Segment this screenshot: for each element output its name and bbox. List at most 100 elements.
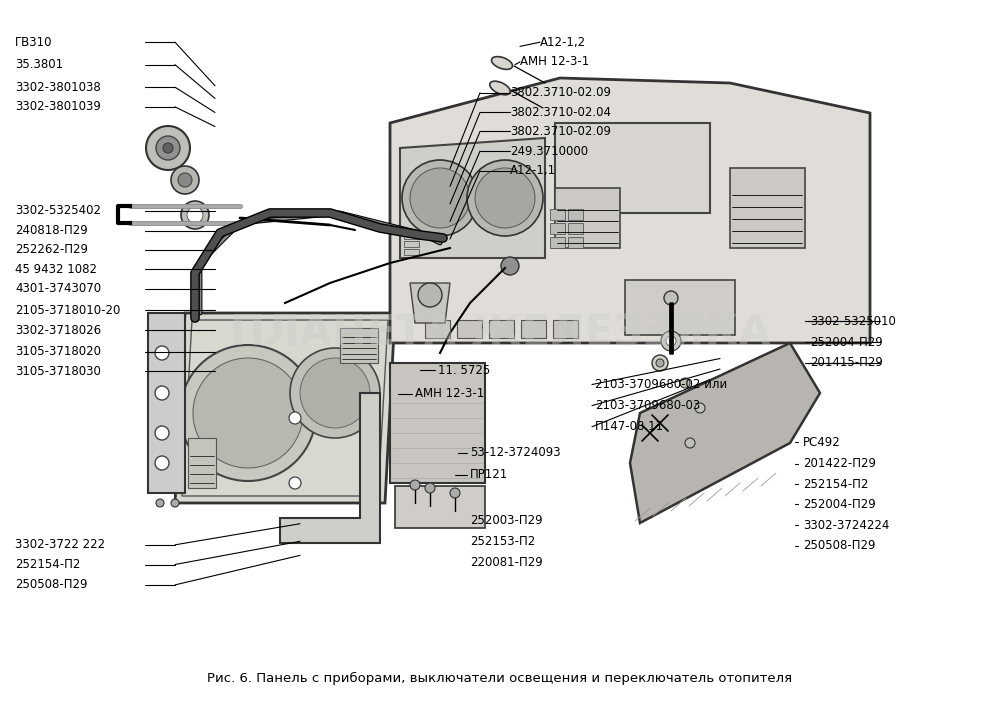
Circle shape [156, 136, 180, 160]
Text: 2103-3709680-03: 2103-3709680-03 [595, 399, 700, 412]
Bar [553, 320, 578, 338]
Text: 3105-3718020: 3105-3718020 [15, 345, 101, 358]
Bar [390, 363, 485, 483]
Polygon shape [410, 283, 450, 323]
Text: 3302-3724224: 3302-3724224 [803, 519, 889, 531]
Text: 3105-3718030: 3105-3718030 [15, 365, 101, 378]
Text: 252003-П29: 252003-П29 [470, 514, 543, 527]
Text: 2103-3709680-02 или: 2103-3709680-02 или [595, 378, 727, 391]
Bar [457, 320, 482, 338]
Circle shape [155, 426, 169, 440]
Bar [568, 223, 583, 234]
Ellipse shape [490, 81, 510, 95]
Bar [340, 328, 378, 363]
Circle shape [289, 412, 301, 424]
Circle shape [664, 291, 678, 305]
Bar [395, 486, 485, 528]
Circle shape [666, 336, 676, 346]
Polygon shape [390, 78, 870, 343]
Text: Рис. 6. Панель с приборами, выключатели освещения и переключатель отопителя: Рис. 6. Панель с приборами, выключатели … [207, 671, 793, 685]
Text: 3802.3710-02.09: 3802.3710-02.09 [510, 125, 611, 138]
Text: АМН 12-3-1: АМН 12-3-1 [520, 56, 589, 68]
Polygon shape [400, 138, 545, 258]
Polygon shape [175, 313, 395, 503]
Bar [550, 209, 565, 220]
Bar [404, 233, 419, 239]
Text: ГВ310: ГВ310 [15, 36, 52, 49]
Circle shape [418, 283, 442, 307]
Circle shape [450, 488, 460, 498]
Bar [568, 237, 583, 248]
Text: 3302-5325010: 3302-5325010 [810, 315, 896, 328]
Circle shape [695, 403, 705, 413]
Bar [550, 223, 565, 234]
Bar [404, 241, 419, 247]
Bar [550, 237, 565, 248]
Bar [521, 320, 546, 338]
Text: 250508-П29: 250508-П29 [803, 539, 876, 552]
Circle shape [155, 456, 169, 470]
Circle shape [193, 358, 303, 468]
Circle shape [155, 346, 169, 360]
Circle shape [680, 378, 690, 388]
Text: 252154-П2: 252154-П2 [803, 478, 868, 491]
Circle shape [410, 480, 420, 490]
Text: 201415-П29: 201415-П29 [810, 356, 883, 369]
Text: 3302-3722 222: 3302-3722 222 [15, 538, 105, 551]
Bar [730, 168, 805, 248]
Circle shape [661, 331, 681, 351]
Text: 4301-3743070: 4301-3743070 [15, 283, 101, 295]
Text: 3802.3710-02.09: 3802.3710-02.09 [510, 86, 611, 99]
Text: РС492: РС492 [803, 436, 841, 449]
Bar [555, 188, 620, 248]
Text: 3302-5325402: 3302-5325402 [15, 205, 101, 217]
Circle shape [156, 499, 164, 507]
Text: 3802.3710-02.04: 3802.3710-02.04 [510, 106, 611, 119]
Bar [555, 123, 710, 213]
Circle shape [155, 386, 169, 400]
Text: 252153-П2: 252153-П2 [470, 535, 535, 548]
Circle shape [171, 166, 199, 194]
Bar [568, 209, 583, 220]
Circle shape [501, 257, 519, 275]
Text: 3302-3718026: 3302-3718026 [15, 324, 101, 337]
Text: 35.3801: 35.3801 [15, 58, 63, 71]
Polygon shape [148, 313, 185, 493]
Polygon shape [630, 343, 820, 523]
Text: А12-1,1: А12-1,1 [510, 165, 556, 177]
Text: 3302-3801038: 3302-3801038 [15, 81, 101, 93]
Text: П147-08.11: П147-08.11 [595, 420, 664, 433]
Circle shape [685, 438, 695, 448]
Text: 220081-П29: 220081-П29 [470, 556, 543, 569]
Text: 45 9432 1082: 45 9432 1082 [15, 263, 97, 276]
Text: ПЛАНЕТА ЖЕЛЕЗЗЯКА: ПЛАНЕТА ЖЕЛЕЗЗЯКА [230, 312, 770, 354]
Circle shape [652, 355, 668, 371]
Circle shape [146, 126, 190, 170]
Text: А12-1,2: А12-1,2 [540, 36, 586, 49]
Circle shape [475, 168, 535, 228]
Text: 249.3710000: 249.3710000 [510, 145, 588, 157]
Circle shape [410, 168, 470, 228]
Circle shape [181, 201, 209, 229]
Text: 11. 5725: 11. 5725 [438, 364, 490, 377]
Polygon shape [280, 393, 380, 543]
Text: 2105-3718010-20: 2105-3718010-20 [15, 304, 120, 316]
Text: ПР121: ПР121 [470, 468, 508, 481]
Text: 53-12-3724093: 53-12-3724093 [470, 446, 561, 459]
Text: 252262-П29: 252262-П29 [15, 243, 88, 256]
Bar [188, 438, 216, 488]
Circle shape [163, 143, 173, 153]
Circle shape [300, 358, 370, 428]
Circle shape [467, 160, 543, 236]
Bar [404, 249, 419, 255]
Text: 3302-3801039: 3302-3801039 [15, 101, 101, 113]
Text: 250508-П29: 250508-П29 [15, 579, 88, 591]
Circle shape [187, 207, 203, 223]
Text: 252154-П2: 252154-П2 [15, 558, 80, 571]
Circle shape [290, 348, 380, 438]
Text: 240818-П29: 240818-П29 [15, 224, 88, 237]
Text: 252004-П29: 252004-П29 [803, 498, 876, 510]
Circle shape [180, 345, 316, 481]
Circle shape [289, 477, 301, 489]
Bar [625, 280, 735, 335]
